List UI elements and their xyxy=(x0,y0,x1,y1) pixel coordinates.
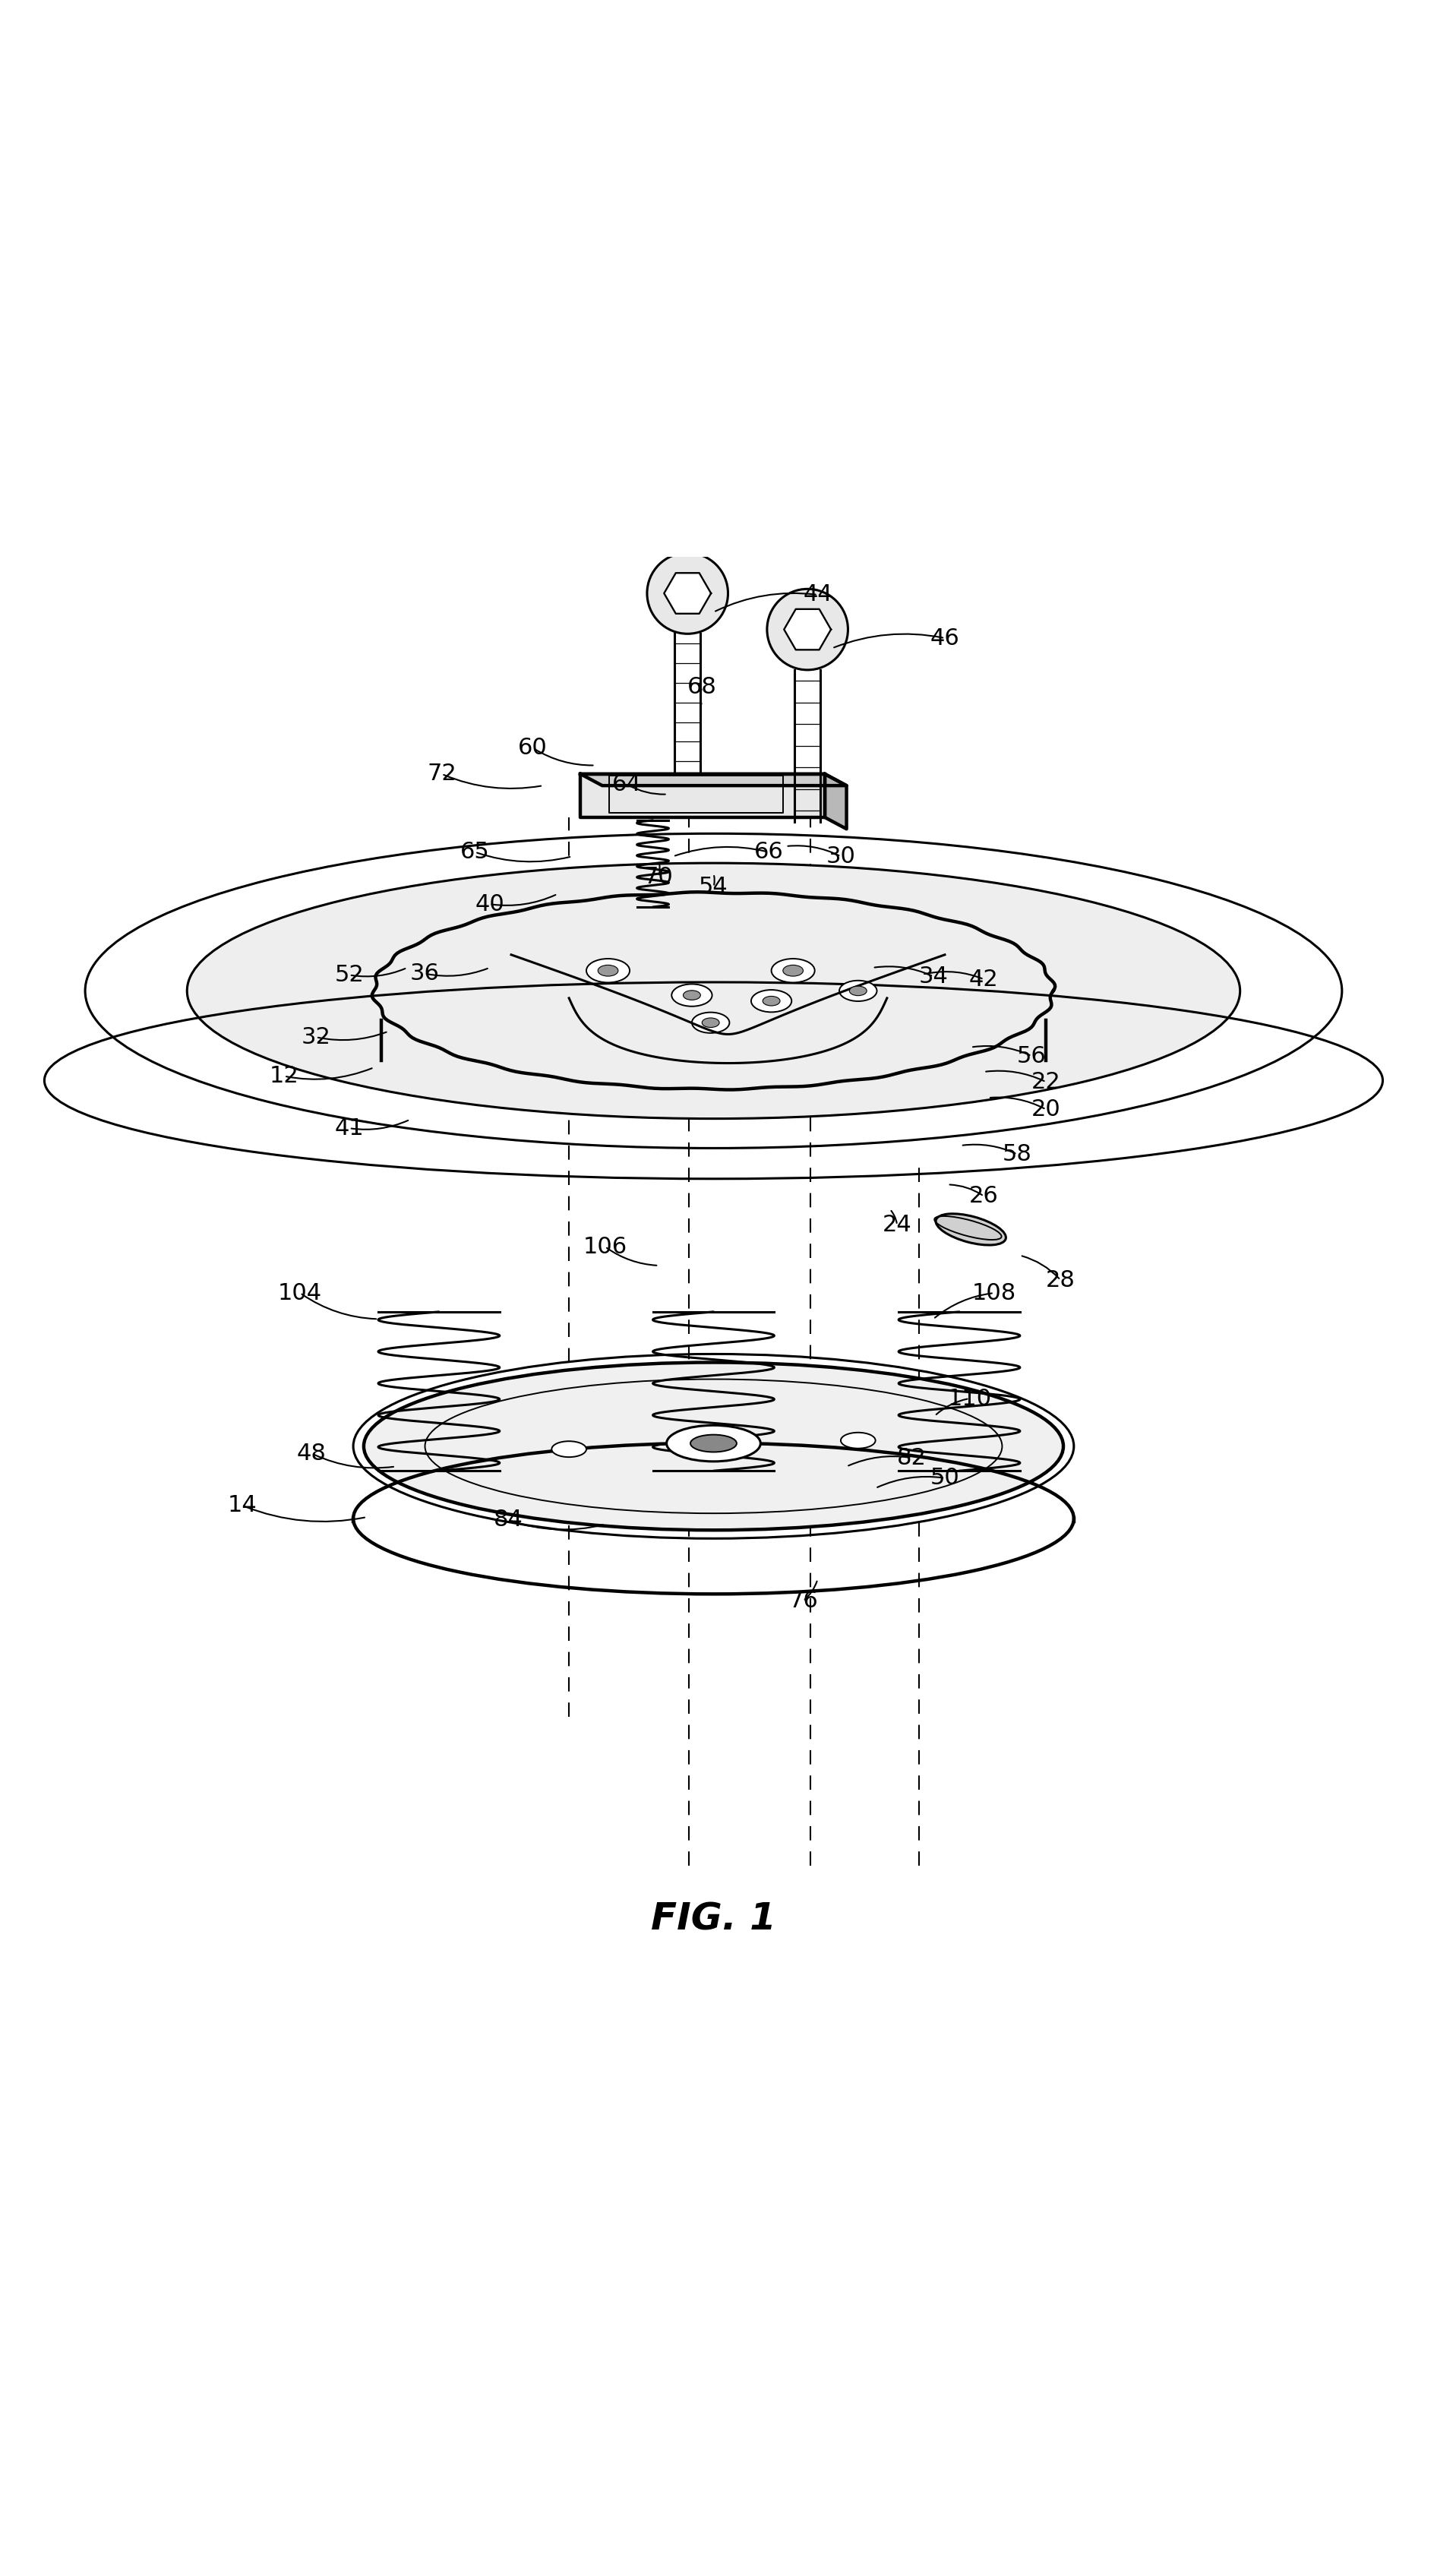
Ellipse shape xyxy=(683,991,700,1001)
Polygon shape xyxy=(581,773,846,786)
Text: 22: 22 xyxy=(1031,1070,1061,1093)
Ellipse shape xyxy=(936,1213,1006,1244)
Ellipse shape xyxy=(702,1019,719,1027)
Text: 50: 50 xyxy=(930,1467,960,1490)
Text: 20: 20 xyxy=(1031,1098,1061,1121)
Ellipse shape xyxy=(840,1434,875,1449)
Text: 72: 72 xyxy=(427,763,457,786)
Circle shape xyxy=(767,589,847,671)
Ellipse shape xyxy=(849,986,866,996)
Text: 104: 104 xyxy=(278,1283,322,1303)
Text: 108: 108 xyxy=(971,1283,1016,1303)
Text: 44: 44 xyxy=(802,584,833,607)
Text: 84: 84 xyxy=(494,1508,523,1531)
Polygon shape xyxy=(371,891,1056,1091)
Text: 26: 26 xyxy=(970,1185,999,1208)
Text: 66: 66 xyxy=(754,842,783,863)
Text: 110: 110 xyxy=(948,1388,992,1411)
Text: 24: 24 xyxy=(882,1213,911,1236)
Text: 58: 58 xyxy=(1002,1144,1032,1165)
Text: 60: 60 xyxy=(518,737,547,758)
Text: 14: 14 xyxy=(227,1495,258,1516)
Text: FIG. 1: FIG. 1 xyxy=(651,1900,776,1938)
Text: 82: 82 xyxy=(897,1446,926,1469)
Text: 48: 48 xyxy=(297,1441,326,1464)
Text: 56: 56 xyxy=(1016,1044,1047,1068)
Text: 40: 40 xyxy=(475,893,504,914)
Ellipse shape xyxy=(364,1362,1063,1531)
Text: 32: 32 xyxy=(301,1027,331,1047)
Ellipse shape xyxy=(186,863,1241,1119)
Ellipse shape xyxy=(783,965,804,975)
Text: 65: 65 xyxy=(460,842,489,863)
Text: 70: 70 xyxy=(644,865,673,888)
Circle shape xyxy=(646,553,728,635)
Ellipse shape xyxy=(552,1441,587,1457)
Text: 28: 28 xyxy=(1045,1270,1075,1290)
Polygon shape xyxy=(581,773,826,817)
Text: 42: 42 xyxy=(970,968,999,991)
Text: 46: 46 xyxy=(930,627,960,650)
Polygon shape xyxy=(664,573,711,614)
Ellipse shape xyxy=(772,957,815,983)
Text: 68: 68 xyxy=(687,676,716,699)
Text: 36: 36 xyxy=(409,963,440,986)
Ellipse shape xyxy=(671,983,712,1006)
Ellipse shape xyxy=(667,1426,760,1462)
Ellipse shape xyxy=(690,1434,737,1452)
Text: 106: 106 xyxy=(582,1236,628,1257)
Ellipse shape xyxy=(692,1011,729,1034)
Polygon shape xyxy=(826,773,846,829)
Text: 41: 41 xyxy=(335,1116,364,1139)
Ellipse shape xyxy=(839,980,877,1001)
Text: 34: 34 xyxy=(919,965,948,988)
Ellipse shape xyxy=(763,996,780,1006)
Text: 76: 76 xyxy=(789,1590,818,1613)
Text: 52: 52 xyxy=(335,965,364,986)
Text: 30: 30 xyxy=(826,845,856,868)
Ellipse shape xyxy=(598,965,619,975)
Polygon shape xyxy=(783,609,831,650)
Text: 12: 12 xyxy=(269,1065,298,1088)
Text: 64: 64 xyxy=(612,773,642,796)
Text: 54: 54 xyxy=(699,876,728,899)
Ellipse shape xyxy=(587,957,629,983)
Ellipse shape xyxy=(751,991,792,1011)
